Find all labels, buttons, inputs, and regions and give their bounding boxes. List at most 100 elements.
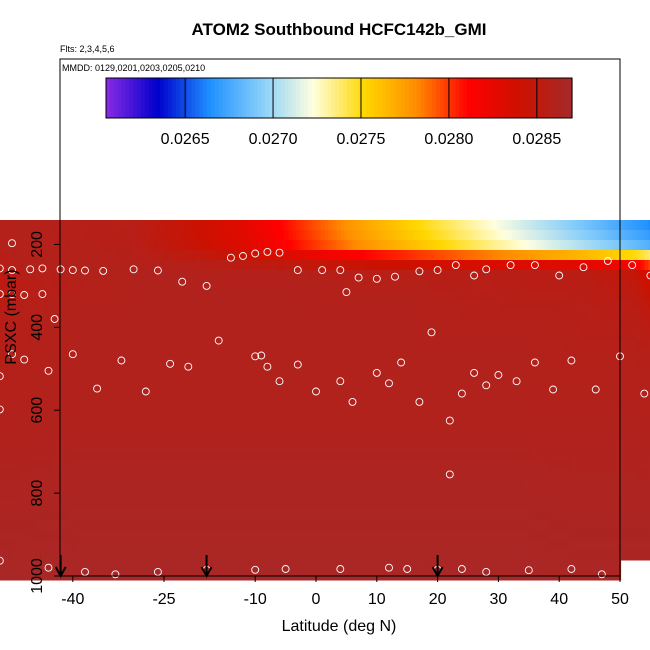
heatmap-cell xyxy=(124,370,129,381)
heatmap-cell xyxy=(236,230,241,241)
heatmap-cell xyxy=(208,340,213,351)
heatmap-cell xyxy=(388,220,393,231)
heatmap-cell xyxy=(376,290,381,301)
heatmap-cell xyxy=(624,320,629,331)
heatmap-cell xyxy=(568,270,573,281)
heatmap-cell xyxy=(48,280,53,291)
heatmap-cell xyxy=(344,370,349,381)
heatmap-cell xyxy=(300,340,305,351)
heatmap-cell xyxy=(636,370,641,381)
heatmap-cell xyxy=(608,400,614,411)
heatmap-cell xyxy=(68,330,73,341)
heatmap-cell xyxy=(552,400,558,411)
heatmap-cell xyxy=(532,290,537,301)
heatmap-cell xyxy=(172,290,177,301)
heatmap-cell xyxy=(612,440,618,451)
heatmap-cell xyxy=(396,440,402,451)
heatmap-cell xyxy=(576,390,581,401)
heatmap-cell xyxy=(124,220,129,231)
heatmap-cell xyxy=(120,250,125,261)
heatmap-cell xyxy=(476,290,481,301)
heatmap-cell xyxy=(24,250,29,261)
heatmap-cell xyxy=(192,270,197,281)
heatmap-cell xyxy=(288,320,293,331)
heatmap-cell xyxy=(480,400,486,411)
heatmap-cell xyxy=(184,330,189,341)
heatmap-cell xyxy=(60,270,65,281)
heatmap-cell xyxy=(152,340,157,351)
heatmap-cell xyxy=(532,330,537,341)
heatmap-cell xyxy=(44,310,49,321)
heatmap-cell xyxy=(480,360,485,371)
heatmap-cell xyxy=(528,320,533,331)
heatmap-cell xyxy=(372,300,377,311)
heatmap-cell xyxy=(600,240,605,251)
colorbar-segment xyxy=(416,78,422,118)
heatmap-cell xyxy=(144,400,150,411)
heatmap-cell xyxy=(496,220,501,231)
heatmap-cell xyxy=(264,300,269,311)
heatmap-cell xyxy=(608,440,614,451)
heatmap-cell xyxy=(92,370,97,381)
heatmap-cell xyxy=(620,380,625,391)
heatmap-cell xyxy=(488,390,493,401)
heatmap-cell xyxy=(556,320,561,331)
heatmap-cell xyxy=(488,360,493,371)
heatmap-cell xyxy=(160,240,165,251)
heatmap-cell xyxy=(476,330,481,341)
heatmap-cell xyxy=(196,420,202,431)
heatmap-cell xyxy=(80,280,85,291)
heatmap-cell xyxy=(632,320,637,331)
heatmap-cell xyxy=(524,400,530,411)
heatmap-cell xyxy=(296,240,301,251)
heatmap-cell xyxy=(424,310,429,321)
heatmap-cell xyxy=(276,290,281,301)
heatmap-cell xyxy=(436,370,441,381)
heatmap-cell xyxy=(400,250,405,261)
heatmap-cell xyxy=(324,230,329,241)
heatmap-cell xyxy=(592,430,598,441)
heatmap-cell xyxy=(624,270,629,281)
heatmap-cell xyxy=(404,220,409,231)
colorbar-segment xyxy=(335,78,340,118)
heatmap-cell xyxy=(376,440,382,451)
heatmap-cell xyxy=(212,260,217,271)
heatmap-cell xyxy=(64,370,69,381)
heatmap-cell xyxy=(12,250,17,261)
heatmap-cell xyxy=(532,280,537,291)
heatmap-cell xyxy=(364,310,369,321)
heatmap-cell xyxy=(388,440,394,451)
heatmap-cell xyxy=(504,330,509,341)
heatmap-cell xyxy=(140,370,145,381)
heatmap-cell xyxy=(436,390,441,401)
heatmap-cell xyxy=(164,370,169,381)
heatmap-cell xyxy=(628,220,633,231)
heatmap-cell xyxy=(580,350,585,361)
heatmap-cell xyxy=(536,240,541,251)
heatmap-cell xyxy=(236,380,241,391)
heatmap-cell xyxy=(140,220,145,231)
heatmap-cell xyxy=(292,430,298,441)
heatmap-cell xyxy=(240,380,245,391)
heatmap-cell xyxy=(628,300,633,311)
heatmap-cell xyxy=(164,240,169,251)
heatmap-cell xyxy=(212,300,217,311)
heatmap-cell xyxy=(100,290,105,301)
heatmap-cell xyxy=(304,340,309,351)
heatmap-cell xyxy=(20,380,25,391)
heatmap-cell xyxy=(268,400,274,411)
heatmap-cell xyxy=(292,250,297,261)
heatmap-cell xyxy=(52,240,57,251)
heatmap-cell xyxy=(524,370,529,381)
heatmap-cell xyxy=(312,220,317,231)
heatmap-cell xyxy=(492,240,497,251)
heatmap-cell xyxy=(248,340,253,351)
heatmap-cell xyxy=(208,250,213,261)
heatmap-cell xyxy=(488,330,493,341)
heatmap-cell xyxy=(356,300,361,311)
heatmap-cell xyxy=(412,370,417,381)
heatmap-cell xyxy=(404,340,409,351)
heatmap-cell xyxy=(272,410,278,421)
heatmap-cell xyxy=(324,250,329,261)
heatmap-cell xyxy=(636,260,641,271)
